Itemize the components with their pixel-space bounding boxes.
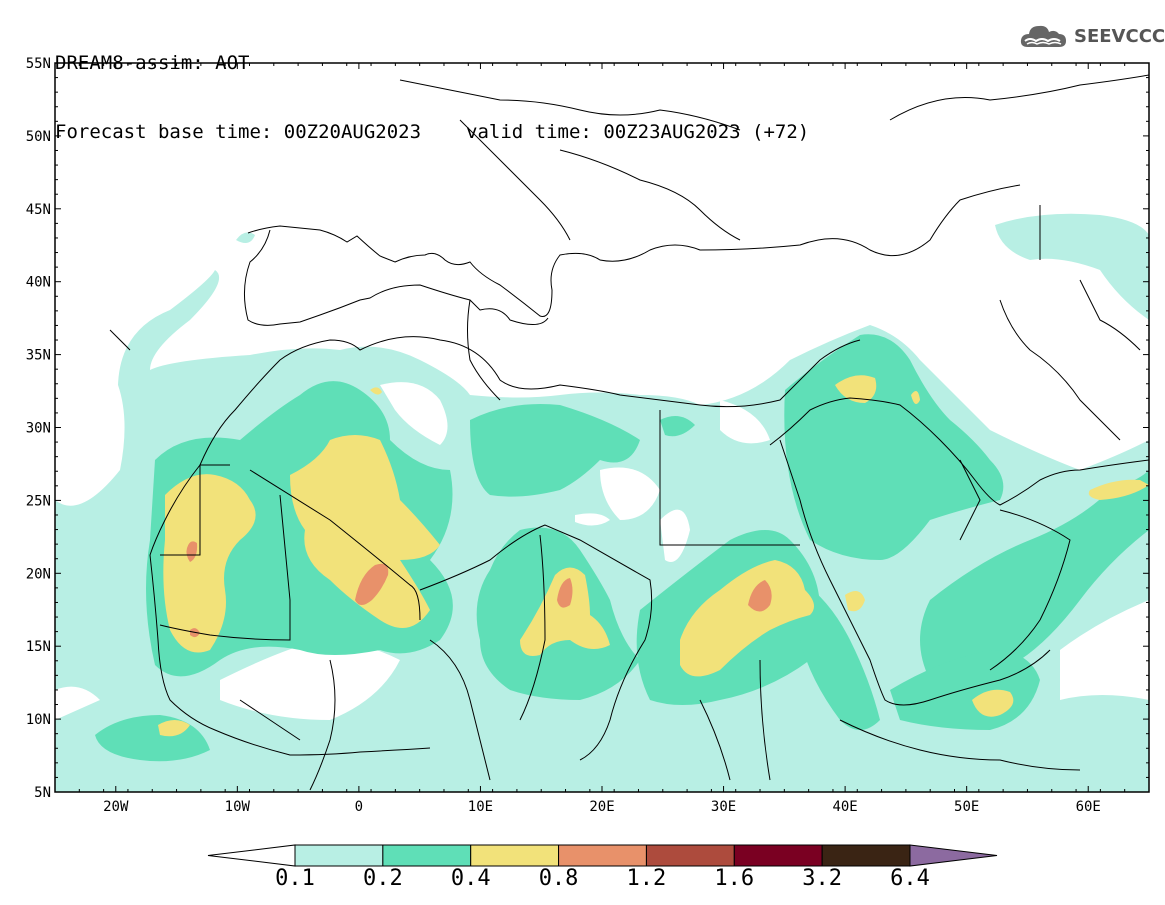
colorbar-label: 0.2 <box>362 866 403 891</box>
colorbar-label: 1.2 <box>626 866 667 891</box>
lon-label: 60E <box>1076 799 1101 815</box>
lat-label: 20N <box>26 566 51 582</box>
lat-label: 30N <box>26 421 51 437</box>
colorbar-segment <box>382 844 472 867</box>
aot-level-0.4 <box>158 375 1149 737</box>
colorbar-label: 0.1 <box>275 866 315 891</box>
lat-axis: 55N 50N 45N 40N 35N 30N 25N 20N 15N 10N 5N <box>26 56 1149 801</box>
colorbar-label: 6.4 <box>890 866 930 891</box>
lon-label: 30E <box>711 799 736 815</box>
lat-label: 45N <box>26 202 51 218</box>
lon-axis: 20W 10W 0 10E 20E 30E 40E 50E 60E <box>54 63 1150 815</box>
lat-label: 5N <box>34 785 51 801</box>
lon-label: 20E <box>589 799 614 815</box>
lon-label: 40E <box>832 799 857 815</box>
colorbar-segment <box>821 844 911 867</box>
lat-label: 10N <box>26 712 51 728</box>
lat-label: 15N <box>26 639 51 655</box>
lon-label: 20W <box>103 799 129 815</box>
time-info: Forecast base time: 00Z20AUG2023 valid ti… <box>55 121 809 144</box>
colorbar-segment-low <box>207 844 296 867</box>
colorbar-segment <box>645 844 735 867</box>
coastlines <box>109 74 1149 791</box>
colorbar-segment <box>733 844 823 867</box>
lat-label: 55N <box>26 56 51 72</box>
lat-label: 40N <box>26 275 51 291</box>
cloud-icon <box>1020 25 1066 47</box>
lat-label: 25N <box>26 493 51 509</box>
logo-text: SEEVCCC <box>1074 25 1165 47</box>
colorbar-segment <box>470 844 560 867</box>
title-block: DREAM8-assim: AOT Forecast base time: 00… <box>55 6 809 167</box>
lat-label: 35N <box>26 348 51 364</box>
colorbar-segment <box>558 844 647 867</box>
lat-label: 50N <box>26 129 51 145</box>
colorbar-label: 3.2 <box>802 866 843 891</box>
aot-shading <box>55 213 1149 792</box>
aot-level-0.8 <box>186 541 772 638</box>
colorbar-label: 1.6 <box>714 866 755 891</box>
colorbar-label: 0.4 <box>450 866 491 891</box>
colorbar-label: 0.8 <box>538 866 579 891</box>
colorbar-segment <box>294 844 384 867</box>
valid-time: valid time: 00Z23AUG2023 (+72) <box>466 121 810 143</box>
lon-label: 0 <box>355 799 363 815</box>
colorbar <box>207 844 998 867</box>
lon-label: 50E <box>954 799 979 815</box>
seevccc-logo: SEEVCCC <box>1018 22 1165 50</box>
colorbar-segment-high <box>909 844 998 867</box>
lon-label: 10W <box>225 799 251 815</box>
base-time: Forecast base time: 00Z20AUG2023 <box>55 121 422 143</box>
lon-label: 10E <box>468 799 493 815</box>
aot-gaps <box>55 382 1149 720</box>
